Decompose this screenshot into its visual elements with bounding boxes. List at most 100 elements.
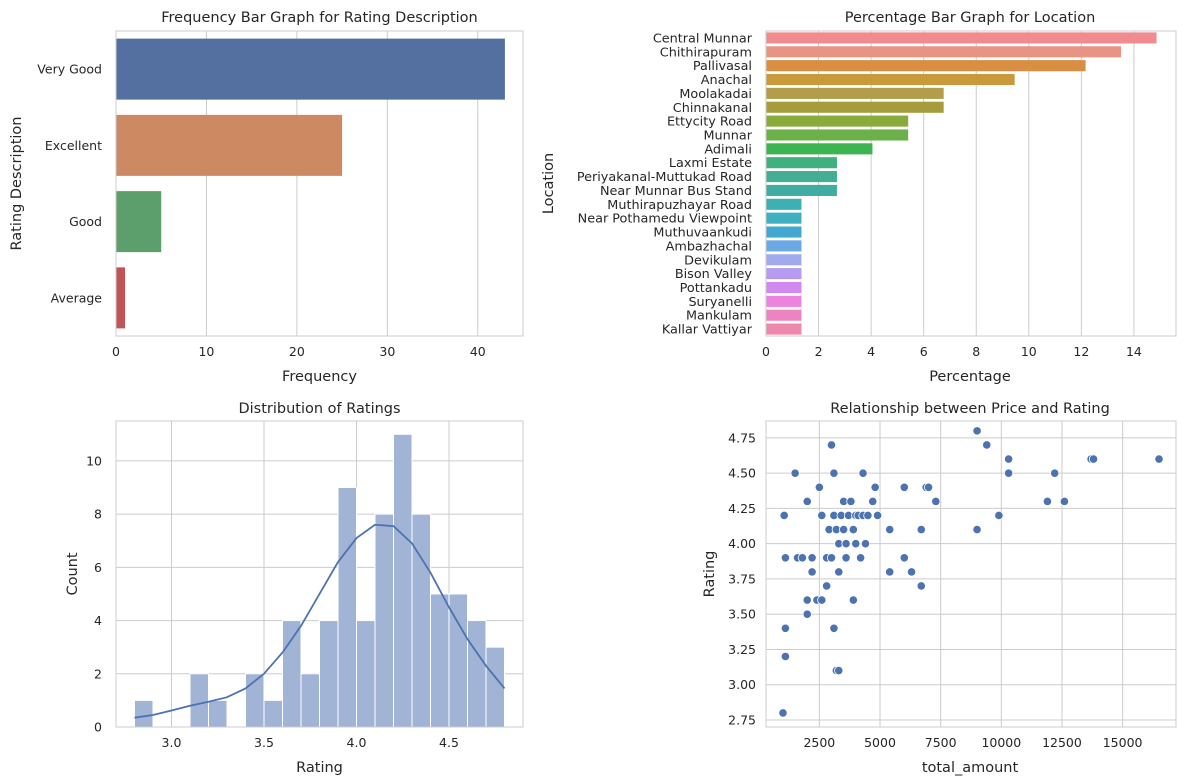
histogram-bar: [393, 433, 413, 728]
scatter-point: [817, 510, 827, 521]
y-tick-label: 8: [94, 507, 102, 522]
scatter-point: [826, 440, 837, 450]
x-tick-label: 12500: [1042, 735, 1082, 750]
y-tick-label: Chinnakanal: [673, 101, 752, 116]
scatter-point: [780, 623, 791, 633]
scatter-point: [923, 482, 934, 492]
bar: [766, 115, 909, 127]
scatter-point: [841, 539, 851, 549]
scatter-point: [839, 524, 849, 535]
scatter-point: [1154, 454, 1164, 464]
scatter-point: [829, 468, 839, 478]
x-tick-labels: 3.0 3.5 4.0 4.5: [162, 735, 459, 750]
y-tick-label: Ettycity Road: [667, 115, 752, 130]
x-tick-label: 10: [1021, 344, 1037, 359]
y-axis-label: Location: [541, 153, 557, 214]
histogram-bar: [337, 487, 357, 728]
x-tick-label: 8: [972, 344, 980, 359]
histogram-bar: [208, 699, 228, 728]
y-tick-label: Muthirapuzhayar Road: [607, 198, 752, 213]
y-tick-label: Ambazhachal: [666, 239, 752, 254]
y-tick-label: Near Munnar Bus Stand: [600, 184, 752, 199]
bar: [766, 73, 1015, 86]
histogram-bar: [300, 673, 320, 728]
x-tick-label: 20: [289, 344, 305, 359]
x-tick-label: 7500: [925, 735, 957, 750]
scatter-point: [994, 510, 1004, 521]
rating-description-chart: 0 10 20 30 40 Very GoodExcellentGoodAverage …: [9, 10, 524, 385]
scatter-points: [778, 426, 1164, 718]
bar: [766, 60, 1086, 72]
bar: [766, 212, 802, 224]
histogram-bar: [319, 620, 339, 728]
x-tick-labels: 0 10 20 30 40: [112, 344, 486, 359]
scatter-point: [899, 553, 909, 563]
scatter-point: [829, 623, 839, 633]
scatter-point: [802, 609, 812, 619]
scatter-point: [885, 524, 895, 535]
y-tick-label: Good: [69, 214, 102, 229]
scatter-point: [899, 482, 909, 492]
y-tick-label: 0: [94, 720, 102, 735]
histogram-bar: [448, 593, 468, 728]
y-tick-labels: 2.75 3.00 3.25 3.50 3.75 4.00 4.25 4.50 4.75: [728, 430, 756, 727]
scatter-point: [778, 708, 788, 718]
scatter-point: [841, 553, 851, 563]
scatter-point: [848, 595, 858, 605]
bar: [766, 281, 802, 294]
y-tick-label: Munnar: [704, 128, 753, 143]
bar: [116, 38, 505, 100]
scatter-point: [972, 426, 982, 436]
bar: [116, 267, 126, 329]
scatter-point: [826, 553, 837, 563]
y-tick-label: Adimali: [704, 142, 752, 157]
y-axis-label: Count: [65, 552, 81, 595]
ratings-distribution-chart: 3.0 3.5 4.0 4.5 0 2 4 6 8 10 Distribution of Rat…: [65, 401, 524, 776]
x-tick-label: 30: [379, 344, 395, 359]
bar: [766, 309, 802, 321]
bar: [766, 101, 944, 113]
bar: [766, 254, 802, 266]
y-tick-label: 2: [94, 666, 102, 681]
chart-title: Relationship between Price and Rating: [830, 401, 1110, 417]
scatter-point: [851, 539, 861, 549]
scatter-point: [834, 567, 844, 577]
scatter-point: [856, 553, 866, 563]
bar: [766, 184, 837, 196]
y-tick-label: Pottankadu: [680, 281, 752, 296]
bar: [766, 198, 802, 210]
y-tick-label: 3.50: [728, 607, 756, 622]
y-tick-label: Average: [51, 290, 103, 305]
bar: [766, 46, 1122, 58]
scatter-point: [872, 510, 883, 521]
y-axis-label: Rating Description: [9, 117, 25, 251]
price-rating-scatter: 2500 5000 7500 10000 12500 15000 2.75 3.00 3.25…: [702, 401, 1177, 776]
x-tick-label: 10000: [981, 735, 1021, 750]
x-tick-label: 3.0: [162, 735, 182, 750]
x-tick-label: 4.5: [439, 735, 459, 750]
x-tick-label: 12: [1073, 344, 1089, 359]
histogram-bars: [134, 433, 505, 728]
y-tick-label: Near Pothamedu Viewpoint: [578, 212, 752, 227]
scatter-point: [817, 595, 827, 605]
scatter-point: [916, 524, 926, 535]
bar: [766, 157, 837, 169]
bars: [766, 32, 1157, 335]
y-tick-label: Excellent: [45, 138, 102, 153]
y-tick-label: Mankulam: [686, 309, 752, 324]
histogram-bar: [485, 646, 505, 728]
x-tick-label: 10: [198, 344, 214, 359]
x-axis-label: Percentage: [929, 369, 1011, 385]
histogram-bar: [134, 699, 154, 728]
histogram-bar: [263, 699, 283, 728]
grid: [766, 421, 1176, 727]
scatter-point: [982, 440, 992, 450]
y-tick-label: Laxmi Estate: [669, 156, 752, 171]
scatter-point: [822, 581, 832, 591]
bar: [116, 191, 162, 253]
chart-title: Frequency Bar Graph for Rating Descripti…: [161, 10, 478, 26]
histogram-bar: [467, 620, 487, 728]
scatter-point: [802, 595, 812, 605]
y-tick-label: Moolakadai: [679, 87, 752, 102]
